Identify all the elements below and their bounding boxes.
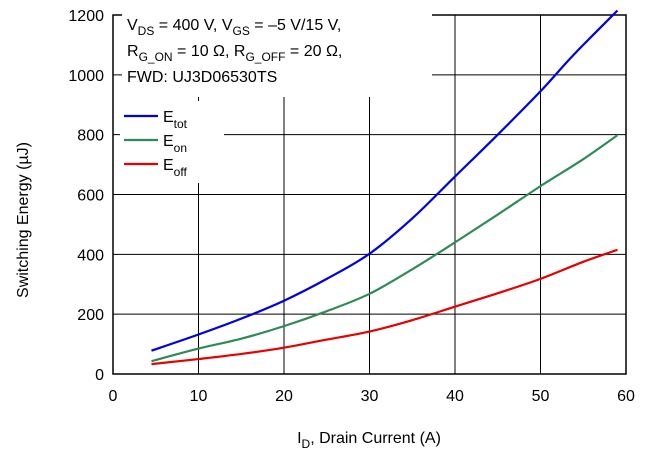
legend-box bbox=[120, 101, 224, 183]
x-axis-ticks: 0 10 20 30 40 50 60 bbox=[109, 388, 635, 405]
y-axis-title: Switching Energy (µJ) bbox=[15, 142, 32, 298]
x-axis-title: ID, Drain Current (A) bbox=[297, 430, 441, 449]
x-tick-label: 50 bbox=[532, 388, 550, 405]
x-tick-label: 0 bbox=[109, 388, 118, 405]
x-tick-label: 30 bbox=[361, 388, 379, 405]
x-tick-label: 20 bbox=[275, 388, 293, 405]
annotation-line-2: RG_ON = 10 Ω, RG_OFF = 20 Ω, bbox=[127, 43, 342, 64]
annotation-line-1: VDS = 400 V, VGS = –5 V/15 V, bbox=[127, 17, 341, 38]
legend-label-off: Eoff bbox=[163, 157, 187, 179]
y-tick-label: 1200 bbox=[68, 8, 104, 25]
legend-label-on: Eon bbox=[163, 133, 187, 155]
x-tick-label: 60 bbox=[617, 388, 635, 405]
y-tick-label: 0 bbox=[95, 367, 104, 384]
x-tick-label: 10 bbox=[190, 388, 208, 405]
y-tick-label: 600 bbox=[77, 188, 104, 205]
y-tick-label: 1000 bbox=[68, 68, 104, 85]
y-tick-label: 400 bbox=[77, 247, 104, 264]
y-tick-label: 800 bbox=[77, 128, 104, 145]
series-line-tot bbox=[151, 9, 619, 352]
x-tick-label: 40 bbox=[446, 388, 464, 405]
annotation-line-3: FWD: UJ3D06530TS bbox=[127, 69, 277, 86]
legend-label-tot: Etot bbox=[163, 109, 188, 131]
y-axis-ticks: 0 200 400 600 800 1000 1200 bbox=[68, 8, 104, 384]
series-line-on bbox=[151, 134, 619, 363]
series-line-off bbox=[151, 248, 618, 366]
series-lines bbox=[151, 9, 619, 366]
y-tick-label: 200 bbox=[77, 307, 104, 324]
annotation-box bbox=[122, 9, 432, 97]
